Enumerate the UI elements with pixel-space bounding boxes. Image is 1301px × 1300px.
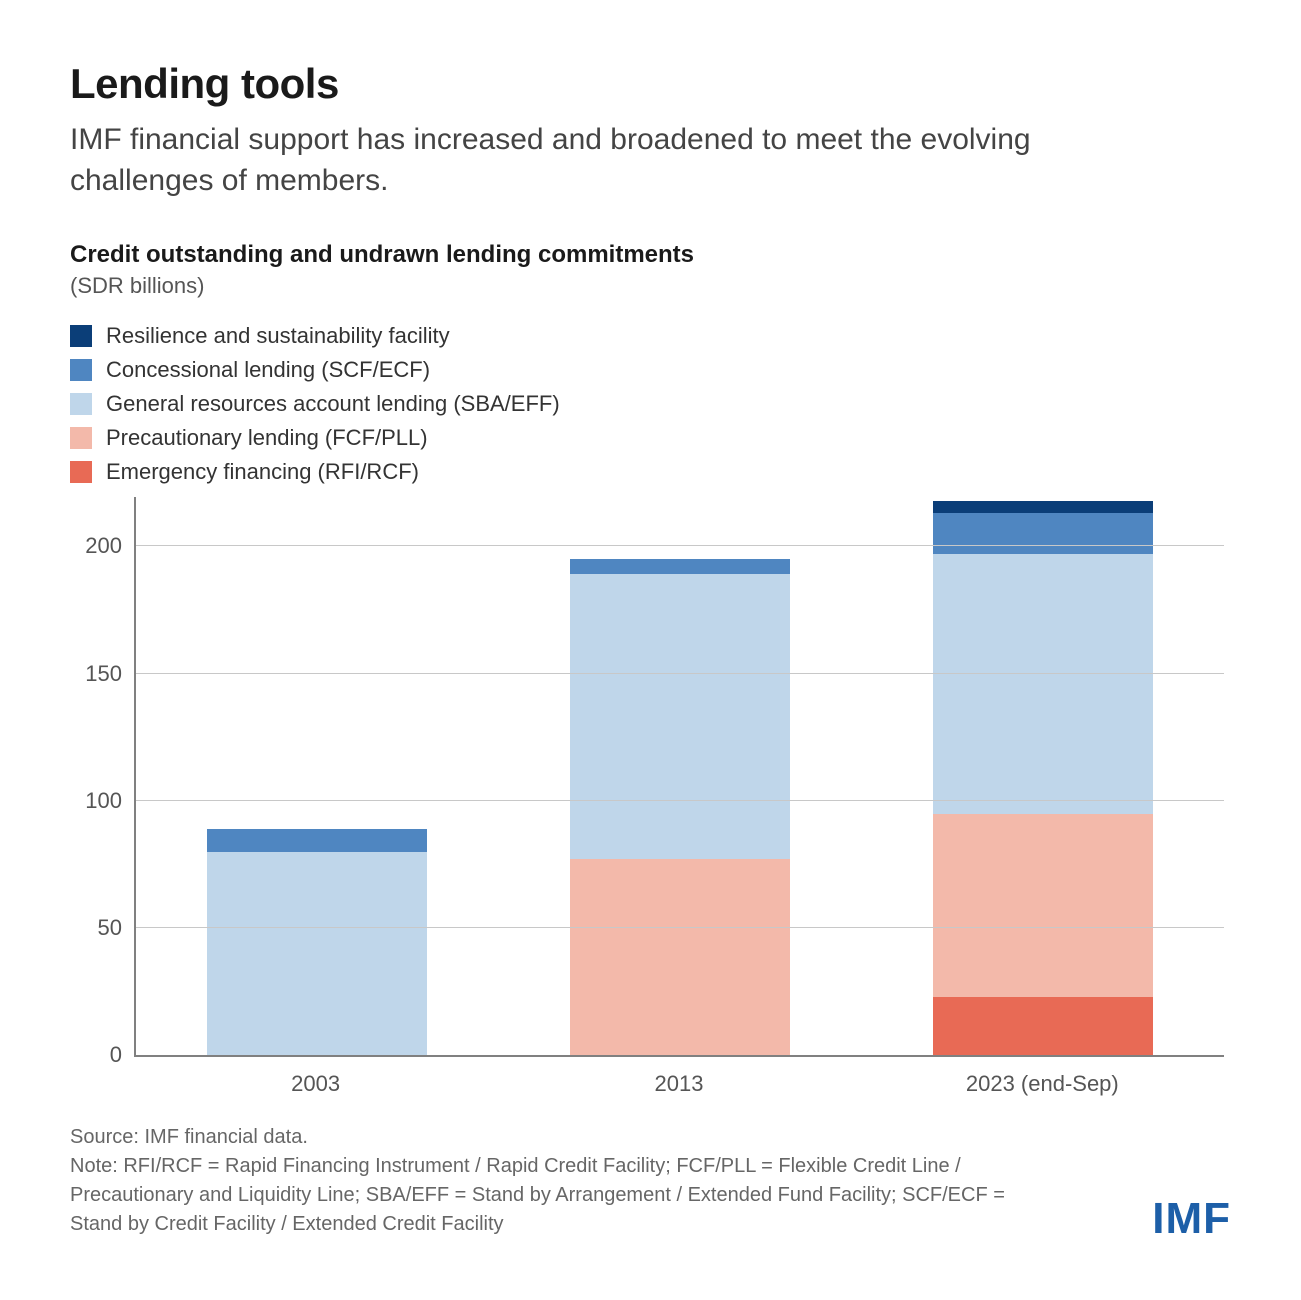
bar-segment-emergency xyxy=(933,997,1153,1056)
legend-swatch xyxy=(70,461,92,483)
chart-legend: Resilience and sustainability facilityCo… xyxy=(70,319,1231,489)
y-tick-label: 50 xyxy=(98,915,136,941)
legend-item: Precautionary lending (FCF/PLL) xyxy=(70,421,1231,455)
legend-item: Emergency financing (RFI/RCF) xyxy=(70,455,1231,489)
x-tick-label: 2003 xyxy=(206,1071,426,1097)
legend-label: General resources account lending (SBA/E… xyxy=(106,387,560,421)
bar-segment-gra xyxy=(933,554,1153,814)
page-title: Lending tools xyxy=(70,60,1231,108)
gridline xyxy=(136,673,1224,674)
bar-slot xyxy=(933,501,1153,1056)
imf-logo: IMF xyxy=(1152,1194,1231,1244)
legend-label: Concessional lending (SCF/ECF) xyxy=(106,353,430,387)
bar-segment-concessional xyxy=(570,559,790,574)
legend-label: Resilience and sustainability facility xyxy=(106,319,450,353)
chart-container: 050100150200 200320132023 (end-Sep) xyxy=(70,497,1231,1097)
chart-x-labels: 2003 2013 2023 (end-Sep) xyxy=(134,1071,1224,1097)
stacked-bar xyxy=(207,829,427,1056)
note-text: Note: RFI/RCF = Rapid Financing Instrume… xyxy=(70,1152,1030,1239)
bar-slot xyxy=(207,829,427,1056)
bar-segment-concessional xyxy=(933,513,1153,554)
bar-slot xyxy=(570,559,790,1055)
legend-swatch xyxy=(70,325,92,347)
legend-swatch xyxy=(70,393,92,415)
source-text: Source: IMF financial data. xyxy=(70,1123,1030,1152)
legend-label: Precautionary lending (FCF/PLL) xyxy=(106,421,428,455)
legend-swatch xyxy=(70,359,92,381)
gridline xyxy=(136,545,1224,546)
y-tick-label: 150 xyxy=(85,661,136,687)
chart-title: Credit outstanding and undrawn lending c… xyxy=(70,241,1231,269)
x-tick-label: 2013 xyxy=(569,1071,789,1097)
chart-footer: Source: IMF financial data. Note: RFI/RC… xyxy=(70,1123,1030,1239)
chart-bars xyxy=(136,497,1224,1055)
y-tick-label: 200 xyxy=(85,533,136,559)
chart-units: (SDR billions) xyxy=(70,273,1231,299)
gridline xyxy=(136,927,1224,928)
bar-segment-precautionary xyxy=(933,814,1153,997)
legend-swatch xyxy=(70,427,92,449)
legend-item: Resilience and sustainability facility xyxy=(70,319,1231,353)
x-tick-label: 2023 (end-Sep) xyxy=(932,1071,1152,1097)
chart-plot-area: 050100150200 xyxy=(134,497,1224,1057)
stacked-bar xyxy=(570,559,790,1055)
bar-segment-gra xyxy=(570,574,790,859)
page-subtitle: IMF financial support has increased and … xyxy=(70,120,1120,201)
gridline xyxy=(136,800,1224,801)
bar-segment-resilience xyxy=(933,501,1153,514)
bar-segment-precautionary xyxy=(570,859,790,1055)
bar-segment-gra xyxy=(207,852,427,1056)
stacked-bar xyxy=(933,501,1153,1056)
legend-item: Concessional lending (SCF/ECF) xyxy=(70,353,1231,387)
y-tick-label: 0 xyxy=(110,1042,136,1068)
bar-segment-concessional xyxy=(207,829,427,852)
legend-item: General resources account lending (SBA/E… xyxy=(70,387,1231,421)
y-tick-label: 100 xyxy=(85,788,136,814)
legend-label: Emergency financing (RFI/RCF) xyxy=(106,455,419,489)
